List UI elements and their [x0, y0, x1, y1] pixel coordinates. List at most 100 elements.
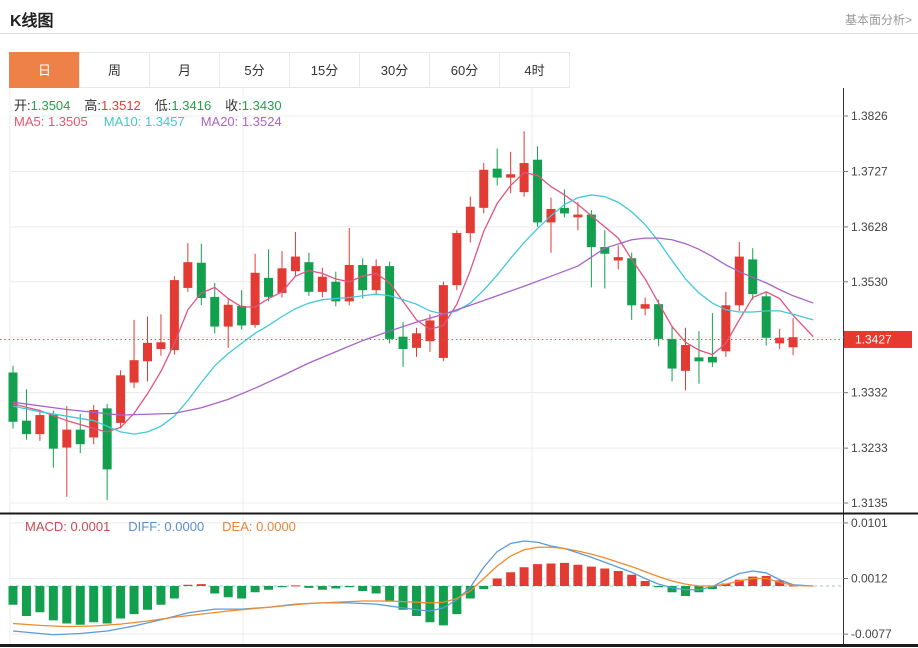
macd-bar — [425, 586, 435, 623]
macd-bar — [707, 586, 717, 590]
candle-body — [788, 337, 798, 348]
tab-day[interactable]: 日 — [9, 52, 80, 88]
tab-4hour[interactable]: 4时 — [499, 52, 570, 88]
candle-body — [129, 360, 139, 383]
widget-header: K线图 基本面分析> — [0, 0, 918, 34]
macd-bar — [116, 586, 126, 619]
page-title: K线图 — [10, 13, 54, 30]
low-label: 低: — [154, 98, 172, 113]
price-axis-label: 1.3530 — [851, 275, 888, 289]
macd-bar — [35, 586, 45, 613]
tab-15min[interactable]: 15分 — [289, 52, 360, 88]
price-axis-label: 1.3826 — [851, 109, 888, 123]
tab-60min[interactable]: 60分 — [429, 52, 500, 88]
tab-30min[interactable]: 30分 — [359, 52, 430, 88]
candle-body — [465, 206, 475, 234]
macd-bar — [331, 586, 341, 589]
ma5-value: 1.3505 — [47, 114, 88, 129]
macd-bar — [506, 572, 516, 586]
candle-body — [519, 163, 529, 193]
candle-body — [371, 266, 381, 291]
ma20-label: MA20: — [200, 114, 239, 129]
macd-bar — [559, 562, 569, 586]
macd-bar — [102, 586, 112, 624]
fundamental-analysis-link[interactable]: 基本面分析> — [844, 13, 912, 27]
candle-body — [412, 333, 421, 348]
open-label: 开: — [14, 98, 31, 113]
tab-month[interactable]: 月 — [149, 52, 220, 88]
macd-bar — [734, 579, 744, 586]
candle-body — [492, 168, 502, 178]
ma20-value: 1.3524 — [241, 114, 282, 129]
tab-5min[interactable]: 5分 — [219, 52, 290, 88]
ma-readout: MA5: 1.3505 MA10: 1.3457 MA20: 1.3524 — [14, 114, 298, 129]
candle-body — [385, 266, 395, 339]
candle-body — [223, 304, 233, 327]
candle-body — [62, 429, 72, 448]
candle-body — [694, 357, 704, 362]
candle-body — [75, 429, 85, 445]
candle-body — [331, 281, 341, 302]
candle-body — [196, 262, 206, 299]
candle-body — [102, 408, 112, 470]
candle-body — [143, 342, 152, 362]
candle-body — [237, 305, 247, 326]
macd-bar — [748, 576, 758, 586]
ma20-line — [12, 237, 814, 416]
candle-body — [438, 285, 448, 358]
current-price-tag — [844, 330, 912, 348]
macd-bar — [89, 586, 99, 623]
macd-bar — [600, 568, 610, 586]
dea-label: DEA: — [222, 519, 253, 534]
macd-bar — [48, 586, 58, 621]
candle-body — [479, 169, 489, 208]
macd-readout: MACD: 0.0001 DIFF: 0.0000 DEA: 0.0000 — [25, 519, 314, 534]
diff-value: 0.0000 — [164, 519, 205, 534]
macd-bar — [412, 586, 421, 616]
candle-body — [627, 258, 637, 306]
candle-body — [210, 296, 220, 327]
macd-bar — [654, 586, 664, 588]
candle-body — [506, 174, 516, 178]
candle-body — [169, 280, 179, 351]
macd-bar — [358, 586, 368, 591]
candle-body — [734, 256, 744, 306]
macd-bar — [129, 586, 139, 615]
candle-body — [21, 420, 31, 435]
macd-bar — [75, 586, 85, 625]
candle-body — [358, 264, 368, 291]
close-label: 收: — [225, 98, 242, 113]
dea-value: 0.0000 — [256, 519, 296, 534]
macd-bar — [627, 574, 637, 586]
macd-bar — [264, 586, 274, 590]
ma10-value: 1.3457 — [144, 114, 185, 129]
macd-bar — [761, 576, 771, 586]
macd-bar — [533, 564, 543, 586]
candle-body — [277, 268, 287, 293]
macd-bar — [21, 586, 31, 616]
open-value: 1.3504 — [30, 98, 71, 113]
macd-bar — [681, 586, 690, 596]
dea-line — [12, 546, 814, 628]
macd-bar — [438, 586, 448, 626]
macd-bar — [519, 567, 529, 586]
candle-body — [640, 304, 650, 309]
high-value: 1.3512 — [101, 98, 141, 113]
current-price-tag-label: 1.3427 — [855, 332, 892, 346]
macd-bar — [667, 586, 677, 593]
macd-bar — [290, 585, 300, 587]
macd-bar — [304, 586, 314, 588]
macd-bar — [573, 564, 583, 586]
macd-bar — [640, 581, 650, 586]
ma5-line — [12, 171, 814, 433]
candle-body — [317, 276, 327, 292]
ma10-line — [12, 194, 814, 435]
candle-body — [533, 159, 543, 223]
price-axis-label: 1.3233 — [851, 441, 888, 455]
candle-body — [707, 356, 717, 363]
candle-body — [48, 415, 58, 449]
candle-body — [425, 320, 435, 342]
tab-week[interactable]: 周 — [79, 52, 150, 88]
